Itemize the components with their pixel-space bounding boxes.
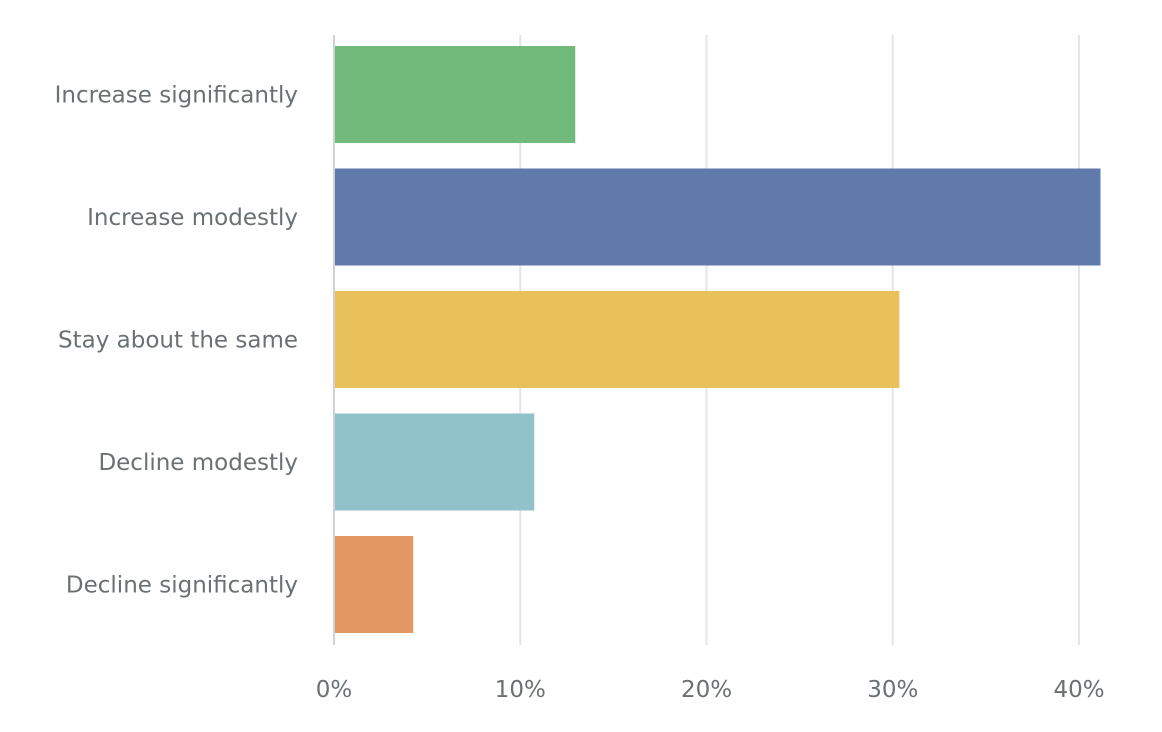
bar [335, 46, 576, 143]
category-label: Stay about the same [58, 328, 298, 354]
x-tick-label: 40% [1053, 677, 1104, 703]
category-label: Increase modestly [87, 205, 298, 231]
bar [335, 413, 535, 511]
category-label: Decline significantly [66, 573, 298, 599]
x-tick-label: 30% [867, 677, 918, 703]
bar [335, 536, 414, 633]
x-tick-label: 0% [316, 677, 353, 703]
x-tick-label: 10% [495, 677, 546, 703]
category-label: Increase significantly [55, 83, 298, 109]
x-tick-label: 20% [681, 677, 732, 703]
bar [335, 291, 900, 388]
category-label: Decline modestly [98, 450, 298, 476]
bar [335, 168, 1101, 266]
